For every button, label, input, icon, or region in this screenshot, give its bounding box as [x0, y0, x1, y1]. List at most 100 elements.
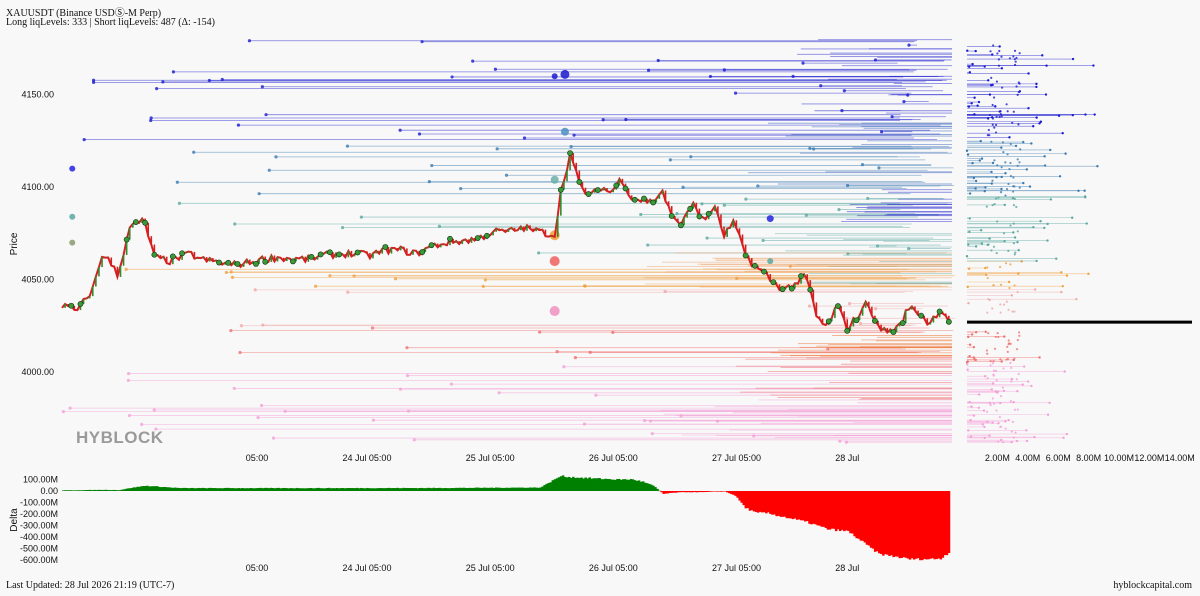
profile-point	[991, 117, 995, 120]
liq-line-start	[450, 75, 454, 79]
delta-bar-positive	[213, 488, 216, 491]
delta-bar-positive	[503, 487, 506, 491]
profile-point	[993, 203, 996, 206]
liq-line-start	[177, 201, 181, 205]
delta-bar-positive	[251, 488, 254, 491]
delta-bar-negative	[865, 491, 869, 545]
delta-bar-positive	[97, 489, 100, 491]
delta-bar-positive	[162, 487, 165, 491]
liq-line-start	[91, 78, 96, 82]
liq-line-start	[345, 144, 350, 148]
delta-bar-positive	[505, 487, 508, 491]
trade-dot	[576, 179, 583, 185]
liq-line-start	[230, 275, 235, 279]
delta-bar-positive	[71, 490, 75, 491]
delta-bar-positive	[334, 488, 337, 491]
delta-bar-negative	[750, 491, 754, 511]
profile-point	[999, 283, 1003, 286]
profile-x-tick: 6.00M	[1046, 453, 1071, 463]
profile-bar-end	[974, 179, 978, 183]
profile-bar-end	[972, 414, 976, 417]
delta-bar-positive	[584, 477, 587, 491]
delta-bar-negative	[933, 491, 936, 560]
delta-y-tick: -300.00M	[20, 521, 58, 531]
liq-line-start	[639, 212, 643, 217]
delta-bar-negative	[680, 491, 684, 493]
profile-bar-end	[990, 182, 993, 185]
delta-bar-positive	[472, 487, 476, 491]
liq-line-start	[267, 168, 271, 172]
trade-dot	[354, 249, 361, 256]
profile-bar-end	[1025, 439, 1029, 443]
delta-bar-positive	[62, 490, 65, 491]
profile-bar-end	[982, 409, 986, 412]
liq-bubble	[551, 73, 558, 80]
delta-bar-positive	[468, 487, 472, 491]
profile-point	[999, 113, 1002, 116]
delta-bar-positive	[340, 488, 343, 491]
profile-point	[1018, 82, 1021, 85]
delta-bar-positive	[513, 487, 516, 491]
delta-bar-positive	[356, 487, 359, 491]
profile-point	[1016, 291, 1019, 294]
delta-bar-negative	[863, 491, 867, 543]
profile-point	[1006, 345, 1009, 348]
profile-bar-end	[984, 330, 987, 333]
delta-bar-positive	[478, 487, 482, 491]
delta-bar-negative	[672, 491, 676, 493]
delta-bar-positive	[217, 488, 220, 491]
delta-bar-negative	[719, 491, 723, 492]
delta-bar-positive	[299, 488, 303, 491]
liq-line-start	[650, 432, 654, 436]
delta-bar-positive	[275, 487, 279, 491]
delta-bar-negative	[826, 491, 830, 530]
delta-axis-label: Delta	[9, 508, 20, 532]
profile-x-tick: 12.00M	[1134, 453, 1164, 463]
trade-dot	[641, 195, 647, 202]
liq-line-start	[504, 173, 509, 177]
profile-bar-end	[976, 104, 979, 107]
delta-bar-positive	[464, 487, 468, 491]
profile-point	[1012, 436, 1015, 439]
liq-line-start	[497, 391, 501, 395]
delta-bar-positive	[576, 477, 579, 491]
profile-point	[1009, 224, 1012, 227]
delta-bar-negative	[843, 491, 846, 532]
liq-bubble	[549, 256, 560, 267]
profile-point	[987, 243, 990, 246]
delta-bar-negative	[678, 491, 682, 493]
liq-line-start	[536, 251, 541, 255]
delta-bar-negative	[781, 491, 784, 517]
profile-x-tick: 10.00M	[1104, 453, 1134, 463]
profile-bar-end	[980, 229, 983, 232]
delta-bar-negative	[668, 491, 672, 493]
profile-point	[999, 191, 1003, 194]
delta-bar-negative	[857, 491, 860, 539]
delta-bar-positive	[493, 487, 496, 491]
profile-bar-end	[1065, 274, 1069, 277]
profile-point	[1007, 182, 1010, 186]
profile-point	[1016, 230, 1019, 233]
delta-bar-positive	[446, 488, 450, 491]
delta-bar-positive	[525, 487, 528, 491]
profile-bar-end	[966, 153, 970, 156]
profile-point	[986, 266, 989, 269]
liq-line-start	[708, 74, 713, 79]
delta-bar-positive	[428, 487, 432, 491]
liq-line-start	[124, 267, 128, 271]
delta-bar-positive	[656, 488, 659, 491]
liq-line-start	[594, 393, 598, 397]
profile-bar-end	[983, 65, 986, 68]
profile-x-tick: 4.00M	[1015, 453, 1040, 463]
delta-bar-negative	[841, 491, 844, 530]
delta-bar-positive	[596, 478, 599, 491]
liq-line-start	[874, 307, 878, 311]
delta-bar-positive	[402, 487, 405, 491]
delta-bar-positive	[283, 487, 287, 491]
profile-point	[1009, 142, 1012, 146]
profile-bar-end	[1038, 356, 1041, 359]
profile-bar-end	[1057, 114, 1061, 117]
delta-bar-negative	[927, 491, 930, 560]
profile-bar-end	[1048, 401, 1051, 404]
profile-bar-end	[966, 368, 969, 371]
